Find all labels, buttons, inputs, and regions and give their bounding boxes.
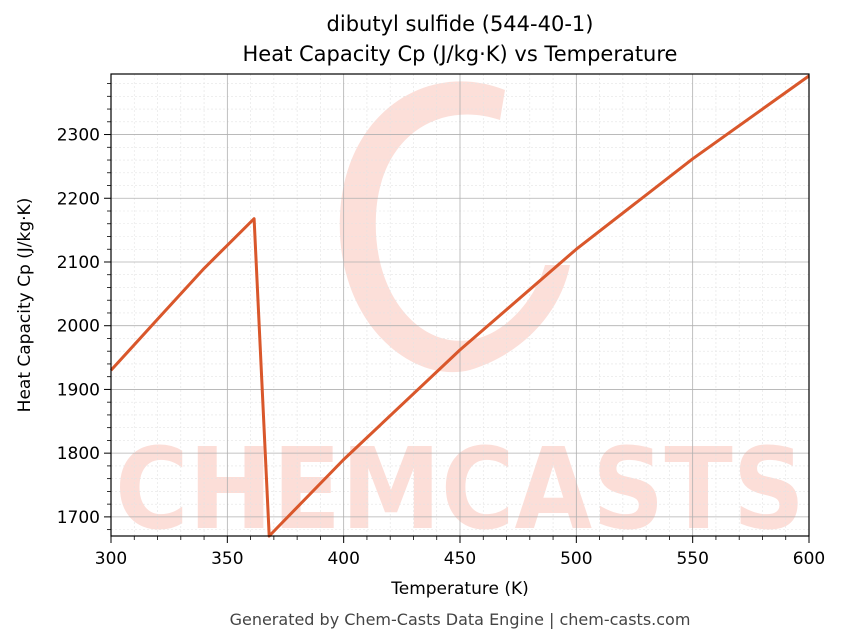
y-tick-label: 2100: [57, 253, 100, 273]
x-tick-label: 550: [676, 549, 708, 569]
series-line: [109, 74, 810, 538]
y-tick-label: 1900: [57, 380, 100, 400]
x-tick-label: 350: [211, 549, 243, 569]
chart-subtitle: Heat Capacity Cp (J/kg·K) vs Temperature: [243, 42, 678, 66]
major-grid: [110, 74, 810, 536]
footer-credit: Generated by Chem-Casts Data Engine | ch…: [230, 610, 691, 629]
x-axis-label: Temperature (K): [390, 579, 529, 599]
y-tick-label: 1700: [57, 508, 100, 528]
y-axis-label: Heat Capacity Cp (J/kg·K): [15, 198, 35, 413]
x-tick-label: 500: [560, 549, 592, 569]
y-tick-label: 2000: [57, 317, 100, 337]
axis-ticks: [104, 83, 810, 543]
y-tick-label: 1800: [57, 444, 100, 464]
y-tick-labels: 1700 1800 1900 2000 2100 2200 2300: [57, 126, 100, 528]
x-tick-label: 600: [793, 549, 825, 569]
y-tick-label: 2200: [57, 189, 100, 209]
series-layer: [109, 74, 810, 538]
y-tick-label: 2300: [57, 126, 100, 146]
x-tick-label: 400: [327, 549, 359, 569]
x-tick-label: 300: [95, 549, 127, 569]
x-tick-labels: 300 350 400 450 500 550 600: [95, 549, 825, 569]
x-tick-label: 450: [444, 549, 476, 569]
chart-title: dibutyl sulfide (544-40-1): [327, 12, 594, 36]
